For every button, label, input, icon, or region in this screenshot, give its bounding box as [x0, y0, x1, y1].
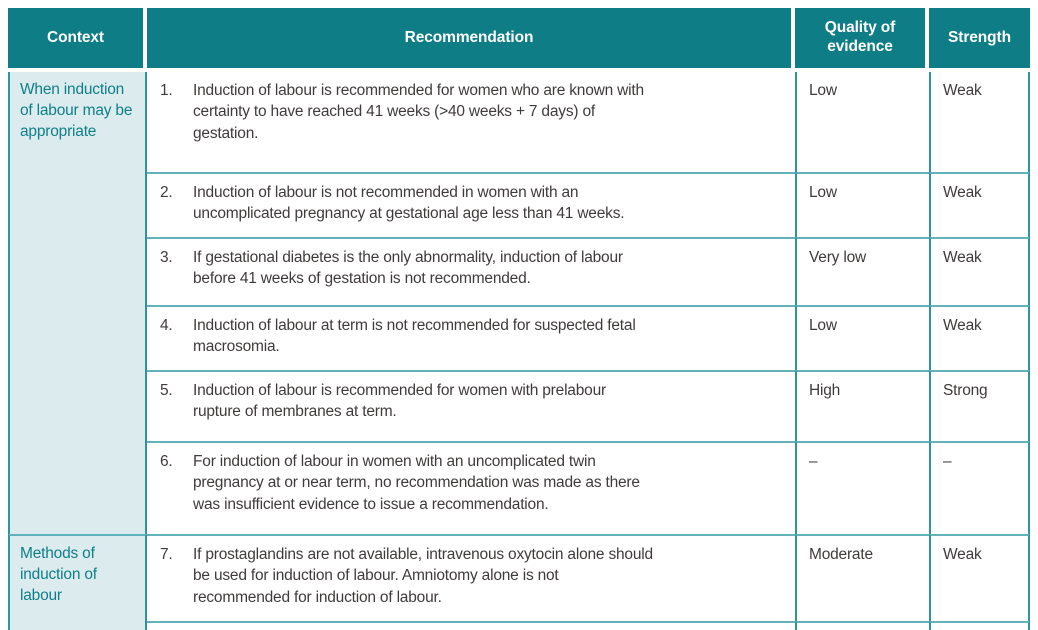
recommendation-text: Induction of labour is recommended for w…: [193, 82, 644, 142]
column-header-context: Context: [8, 8, 147, 72]
recommendation-number: 7.: [160, 546, 173, 563]
recommendation-number: 5.: [160, 382, 173, 399]
recommendation-text: Induction of labour is recommended for w…: [193, 382, 606, 421]
context-section-when-induction-appropriate: When induction of labour may be appropri…: [8, 72, 147, 534]
recommendation-number: 1.: [160, 82, 173, 99]
context-section-methods-of-induction: Methods of induction of labour: [8, 534, 147, 630]
column-header-strength: Strength: [929, 8, 1030, 72]
recommendation-text: Induction of labour is not recommended i…: [193, 184, 625, 223]
quality-value: Low: [795, 305, 929, 370]
recommendation-cell: 1. Induction of labour is recommended fo…: [147, 72, 795, 172]
quality-value: Moderate: [795, 534, 929, 621]
strength-value: Weak: [929, 237, 1030, 305]
quality-value: Very low: [795, 237, 929, 305]
strength-value: –: [929, 441, 1030, 534]
recommendation-cell: 7. If prostaglandins are not available, …: [147, 534, 795, 621]
strength-value: Weak: [929, 534, 1030, 621]
recommendation-cell-partial: [147, 621, 795, 630]
recommendation-text: Induction of labour at term is not recom…: [193, 317, 636, 356]
column-header-quality-of-evidence: Quality of evidence: [795, 8, 929, 72]
recommendations-table: Context Recommendation Quality of eviden…: [8, 8, 1030, 630]
quality-value: Low: [795, 172, 929, 237]
strength-value: Weak: [929, 72, 1030, 172]
recommendation-cell: 4. Induction of labour at term is not re…: [147, 305, 795, 370]
recommendation-number: 6.: [160, 453, 173, 470]
quality-value: Low: [795, 72, 929, 172]
strength-value: Strong: [929, 370, 1030, 441]
quality-value: High: [795, 370, 929, 441]
recommendation-text: If gestational diabetes is the only abno…: [193, 249, 623, 288]
column-header-recommendation: Recommendation: [147, 8, 795, 72]
strength-value: Weak: [929, 172, 1030, 237]
recommendation-number: 4.: [160, 317, 173, 334]
recommendation-text: If prostaglandins are not available, int…: [193, 546, 653, 606]
quality-value-partial: [795, 621, 929, 630]
recommendation-cell: 3. If gestational diabetes is the only a…: [147, 237, 795, 305]
strength-value: Weak: [929, 305, 1030, 370]
quality-value: –: [795, 441, 929, 534]
recommendation-cell: 6. For induction of labour in women with…: [147, 441, 795, 534]
strength-value-partial: [929, 621, 1030, 630]
recommendation-cell: 5. Induction of labour is recommended fo…: [147, 370, 795, 441]
recommendation-text: For induction of labour in women with an…: [193, 453, 640, 513]
recommendation-number: 3.: [160, 249, 173, 266]
recommendation-cell: 2. Induction of labour is not recommende…: [147, 172, 795, 237]
recommendation-number: 2.: [160, 184, 173, 201]
